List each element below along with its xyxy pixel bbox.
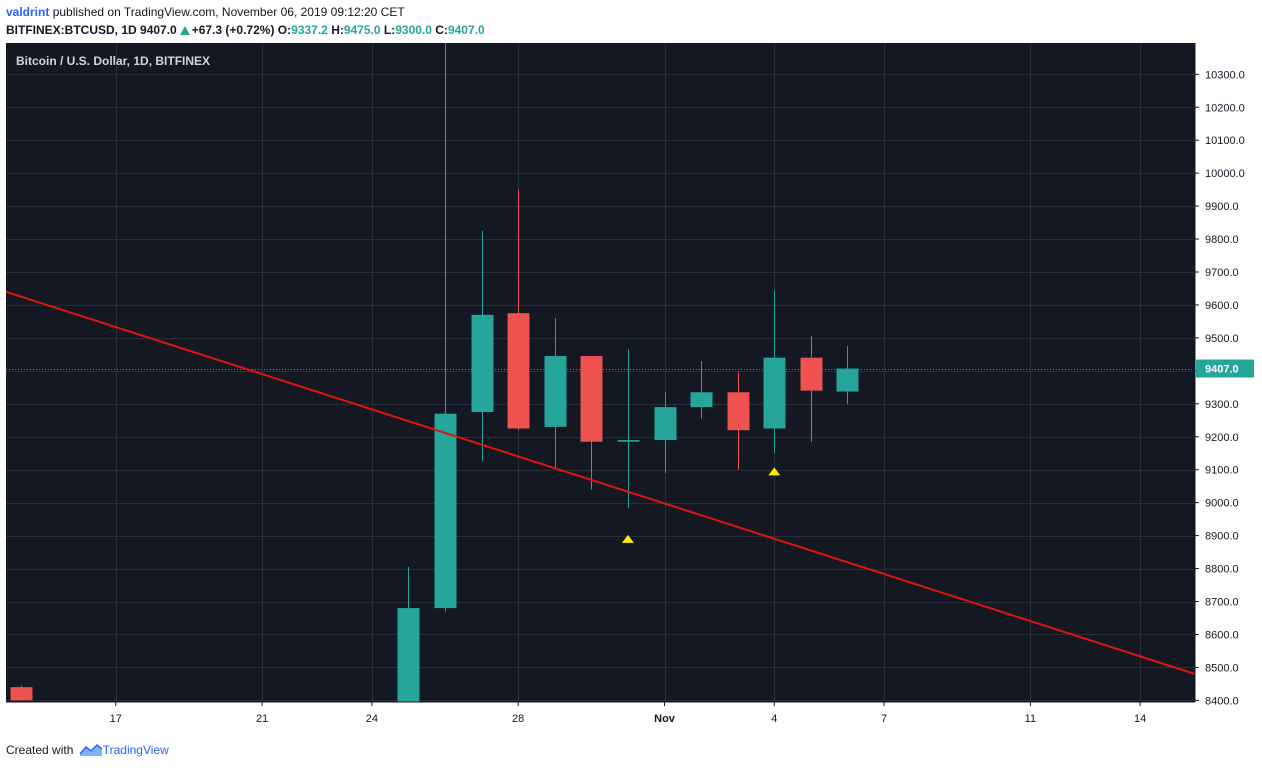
open-value: 9337.2	[291, 23, 328, 37]
trendline[interactable]	[6, 290, 1196, 675]
candle-body	[617, 440, 640, 442]
price-tick-label: 9300.0	[1205, 399, 1239, 411]
price-tick-label: 9100.0	[1205, 465, 1239, 477]
candle-body	[544, 356, 567, 427]
signal-marker-triangle	[768, 467, 781, 476]
price-axis-panel[interactable]	[1195, 43, 1256, 731]
price-tick-label: 9800.0	[1205, 234, 1239, 246]
candle-body	[690, 392, 713, 408]
candle-body	[434, 413, 457, 609]
candle-body	[471, 314, 494, 413]
price-tick-label: 9000.0	[1205, 498, 1239, 510]
time-tick-label: 14	[1134, 713, 1146, 725]
published-text: published on TradingView.com, November 0…	[52, 5, 405, 19]
time-axis-panel[interactable]	[6, 702, 1256, 731]
price-tick-label: 10100.0	[1205, 135, 1245, 147]
close-label: C:	[435, 23, 448, 37]
price-tick-label: 9500.0	[1205, 333, 1239, 345]
candle-body	[397, 608, 420, 702]
grid-lines	[6, 43, 1195, 702]
price-tick-label: 8500.0	[1205, 662, 1239, 674]
time-tick-label: 7	[881, 713, 887, 725]
time-tick-label: 28	[512, 713, 524, 725]
open-label: O:	[277, 23, 292, 37]
time-axis: 17 21 24 28 Nov 4 7 11 14	[110, 702, 1146, 725]
price-tick-label: 8400.0	[1205, 695, 1239, 707]
chart-title: Bitcoin / U.S. Dollar, 1D, BITFINEX	[16, 54, 210, 68]
high-value: 9475.0	[343, 23, 381, 37]
time-tick-label: 17	[110, 713, 122, 725]
author-link[interactable]: valdrint	[6, 5, 50, 19]
price-change: +67.3 (+0.72%)	[191, 23, 275, 37]
price-tick-label: 8900.0	[1205, 531, 1239, 543]
last-price: 9407.0	[140, 23, 177, 37]
low-value: 9300.0	[395, 23, 432, 37]
up-arrow-icon	[179, 26, 190, 35]
candle-body	[800, 357, 823, 391]
tradingview-link[interactable]: TradingView	[102, 743, 169, 757]
time-tick-label: 24	[366, 713, 378, 725]
publish-info: valdrint published on TradingView.com, N…	[6, 5, 405, 19]
price-tick-label: 10000.0	[1205, 168, 1245, 180]
price-tick-label: 9200.0	[1205, 432, 1239, 444]
candle-body	[763, 357, 786, 429]
chart-background	[6, 43, 1256, 731]
candle-body	[836, 368, 859, 392]
symbol-label: BITFINEX:BTCUSD, 1D	[6, 23, 137, 37]
price-tick-label: 10200.0	[1205, 102, 1245, 114]
time-tick-label: 11	[1025, 713, 1036, 725]
price-tick-label: 8600.0	[1205, 629, 1239, 641]
high-label: H:	[331, 23, 344, 37]
footer: Created with TradingView	[6, 743, 169, 757]
price-tick-label: 8800.0	[1205, 564, 1239, 576]
symbol-bar: BITFINEX:BTCUSD, 1D 9407.0 +67.3 (+0.72%)…	[6, 23, 485, 37]
price-tick-label: 9600.0	[1205, 300, 1239, 312]
candle-body	[507, 313, 530, 429]
current-price-tag-bg	[1196, 359, 1254, 378]
trendline-line	[6, 290, 1196, 675]
time-tick-label: 4	[771, 713, 777, 725]
signal-markers	[621, 467, 781, 543]
signal-marker-triangle	[621, 534, 634, 543]
price-tick-label: 9900.0	[1205, 201, 1239, 213]
candles	[10, 43, 859, 702]
candle-body	[727, 392, 750, 431]
current-price-tag-label: 9407.0	[1205, 364, 1239, 376]
tradingview-logo-icon	[79, 743, 103, 756]
candle-body	[10, 687, 33, 701]
candle-body	[580, 356, 603, 442]
time-tick-label: 21	[256, 713, 268, 725]
price-tick-label: 9700.0	[1205, 267, 1239, 279]
price-tick-label: 10300.0	[1205, 69, 1245, 81]
low-label: L:	[383, 23, 396, 37]
price-tick-label: 8700.0	[1205, 597, 1239, 609]
current-price-tag: 9407.0	[1196, 359, 1254, 378]
price-chart[interactable]: 8400.0 8500.0 8600.0 8700.0 8800.0 8900.0 9000…	[6, 43, 1256, 731]
time-tick-label: Nov	[654, 713, 676, 725]
candle-body	[654, 407, 677, 441]
close-value: 9407.0	[447, 23, 485, 37]
created-with-label: Created with	[6, 743, 74, 757]
